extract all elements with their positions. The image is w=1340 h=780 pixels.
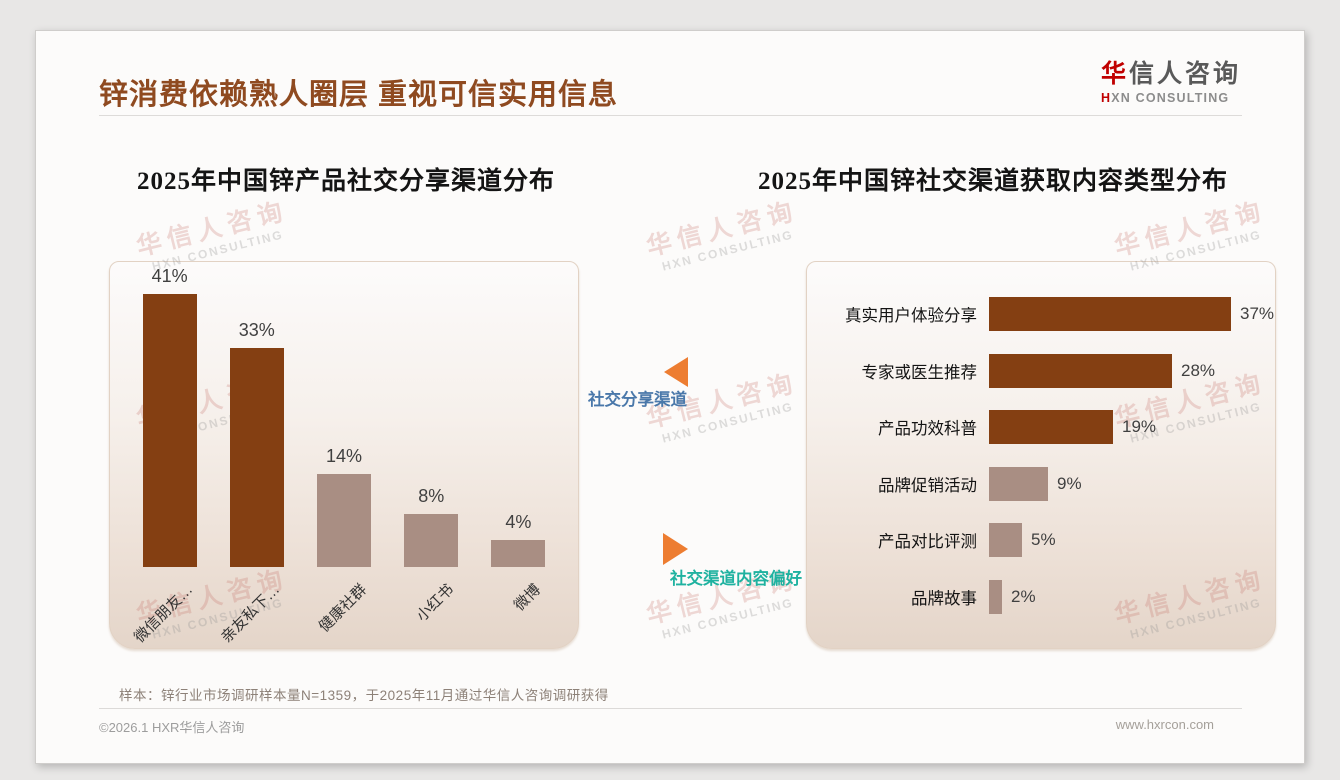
header-divider [99,115,1242,116]
bar-column-1: 33% 亲友私下… [213,262,300,646]
watermark-en: HXN CONSULTING [660,227,796,274]
arrow-right-icon [663,533,688,565]
logo-cn-rest: 信人咨询 [1128,60,1241,88]
hbar-category-label: 品牌促销活动 [878,476,977,495]
bar [491,540,546,567]
hbar [989,466,1048,501]
bar-column-4: 4% 微博 [475,262,562,614]
bar-category-label: 微博 [511,581,545,615]
logo-en-text: HXN CONSULTING [1101,91,1241,105]
bar-category-label: 亲友私下… [217,581,283,647]
bar [404,514,459,567]
hbar-value-label: 28% [1181,360,1216,380]
right-chart-panel: 真实用户体验分享 37% 专家或医生推荐 28% 产品功效科普 19% 品牌促销活动 9% 产品… [806,261,1276,649]
slide-card: 华信人咨询 HXN CONSULTING 华信人咨询 HXN CONSULTING 华信… [35,30,1305,764]
left-chart-panel: 41% 微信朋友… 33% 亲友私下… 14% 健康社群 8% 小红书 4% 微博 [109,261,579,649]
hbar [989,297,1231,332]
company-logo: 华信人咨询 HXN CONSULTING [1101,54,1241,105]
bar-category-label: 微信朋友… [130,581,196,647]
footer-website: www.hxrcon.com [1115,717,1214,732]
hbar-row-1: 专家或医生推荐 28% [827,343,1267,400]
hbar [989,353,1172,388]
bar-column-3: 8% 小红书 [388,262,475,625]
sample-note: 样本：锌行业市场调研样本量N=1359，于2025年11月通过华信人咨询调研获得 [119,688,609,703]
bar-value-label: 4% [505,512,532,532]
hbar [989,523,1022,558]
logo-cn-accent: 华 [1100,60,1129,88]
bar [229,348,284,567]
hbar-value-label: 2% [1011,586,1036,606]
hbar-value-label: 5% [1031,530,1056,550]
logo-cn-text: 华信人咨询 [1101,54,1241,90]
hbar-category-label: 品牌故事 [911,589,977,608]
bar [317,474,371,567]
watermark-en: HXN CONSULTING [660,595,796,642]
hbar [989,410,1113,445]
hbar-row-4: 产品对比评测 5% [827,512,1267,569]
bar-column-0: 41% 微信朋友… [126,262,213,646]
bar-category-label: 健康社群 [315,581,371,636]
hbar-value-label: 19% [1122,417,1157,437]
hbar [989,579,1002,614]
hbar-row-0: 真实用户体验分享 37% [827,286,1274,343]
hbar-row-3: 品牌促销活动 9% [827,456,1267,513]
watermark-cn: 华信人咨询 [133,196,292,262]
hbar-row-5: 品牌故事 2% [827,569,1267,626]
hbar-category-label: 真实用户体验分享 [845,307,977,326]
bar-value-label: 14% [325,446,363,466]
hbar-category-label: 专家或医生推荐 [861,363,978,382]
callout-content-preference: 社交渠道内容偏好 [670,570,802,588]
watermark: 华信人咨询 HXN CONSULTING [642,191,804,276]
hbar-row-2: 产品功效科普 19% [827,399,1267,456]
right-chart-title: 2025年中国锌社交渠道获取内容类型分布 [757,168,1228,195]
arrow-left-icon [664,357,688,387]
left-chart-title: 2025年中国锌产品社交分享渠道分布 [136,168,555,195]
bar-value-label: 8% [418,486,445,506]
footer-divider [99,708,1242,709]
left-chart-plot-area: 41% 微信朋友… 33% 亲友私下… 14% 健康社群 8% 小红书 4% 微博 [126,262,562,646]
right-chart-plot-area: 真实用户体验分享 37% 专家或医生推荐 28% 产品功效科普 19% 品牌促销活动 9% 产品… [827,286,1274,626]
bar [142,294,197,567]
hbar-value-label: 9% [1057,473,1082,493]
watermark-cn: 华信人咨询 [1111,196,1270,262]
hbar-category-label: 产品对比评测 [878,533,977,552]
footer-copyright: ©2026.1 HXR华信人咨询 [99,720,245,735]
bar-value-label: 33% [238,320,275,340]
hbar-value-label: 37% [1240,304,1275,324]
page-title: 锌消费依赖熟人圈层 重视可信实用信息 [99,79,619,111]
callout-share-channels: 社交分享渠道 [588,391,687,409]
bar-value-label: 41% [151,266,188,286]
bar-category-label: 小红书 [413,581,458,625]
logo-en-accent: H [1100,91,1112,105]
watermark-cn: 华信人咨询 [643,196,802,262]
bar-column-2: 14% 健康社群 [300,262,387,636]
hbar-category-label: 产品功效科普 [878,420,977,439]
logo-en-rest: XN CONSULTING [1111,91,1230,105]
